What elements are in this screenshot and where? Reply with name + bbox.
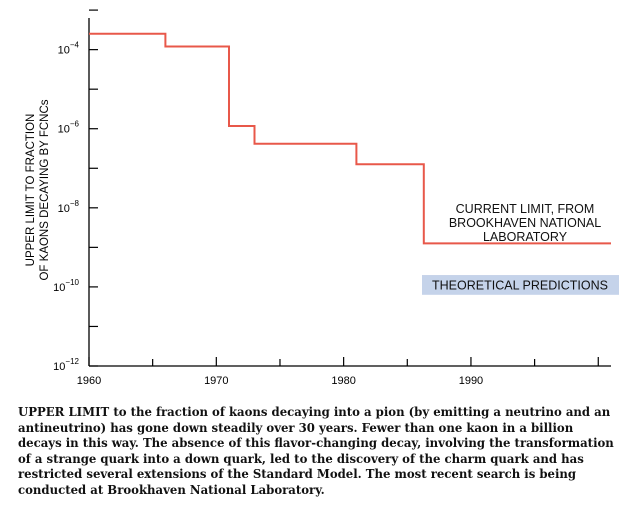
x-tick-label: 1970 [204, 375, 228, 387]
y-axis-label: UPPER LIMIT TO FRACTION OF KAONS DECAYING… [25, 99, 51, 280]
current-limit-label: CURRENT LIMIT, FROM BROOKHAVEN NATIONAL LA… [449, 202, 601, 244]
chart: 10−4 10−6 10−8 10−10 10−12 1960 1970 1980 1990 UP… [25, 9, 619, 387]
y-tick-label: 10−12 [53, 357, 79, 373]
x-tick-label: 1980 [331, 375, 355, 387]
theoretical-band: THEORETICAL PREDICTIONS [422, 275, 619, 295]
theoretical-band-rect [422, 275, 619, 295]
y-tick-label: 10−4 [58, 41, 80, 57]
x-tick-label: 1960 [77, 375, 101, 387]
theoretical-label: THEORETICAL PREDICTIONS [432, 278, 608, 292]
axes: 10−4 10−6 10−8 10−10 10−12 1960 1970 1980 1990 UP… [25, 9, 611, 387]
x-tick-label: 1990 [459, 375, 483, 387]
y-tick-label: 10−6 [58, 120, 80, 136]
y-tick-label: 10−8 [58, 199, 80, 215]
figure-caption: UPPER LIMIT to the fraction of kaons dec… [18, 405, 614, 497]
y-tick-label: 10−10 [53, 278, 79, 294]
limit-step-line [89, 32, 611, 245]
series-group [89, 32, 611, 245]
labels-group: CURRENT LIMIT, FROM BROOKHAVEN NATIONAL LA… [449, 202, 601, 244]
